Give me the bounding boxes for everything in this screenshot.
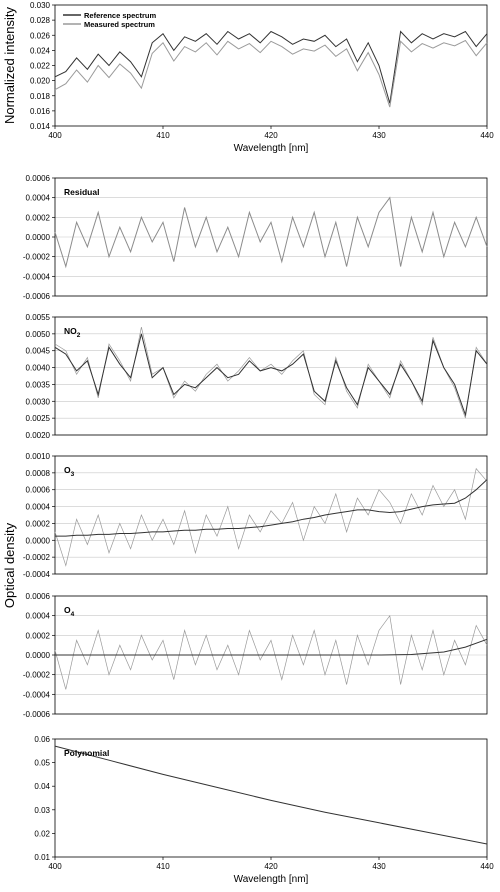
y-tick-label: 0.016 <box>30 107 51 116</box>
legend-entry: Measured spectrum <box>84 20 155 29</box>
y-tick-label: 0.014 <box>30 122 51 131</box>
panel-intensity: 0.014 0.016 0.018 0.020 0.022 0.024 0.026 0.028… <box>2 1 494 154</box>
y-tick-label: 0.0035 <box>26 380 51 389</box>
series-line-intensity-0 <box>54 30 488 104</box>
y-tick-label: 0.0010 <box>26 452 51 461</box>
y-tick-label: -0.0006 <box>23 292 51 301</box>
y-tick-label: 0.026 <box>30 31 51 40</box>
x-axis-label: Wavelength [nm] <box>234 143 309 154</box>
x-tick-label: 400 <box>48 131 62 140</box>
y-tick-label: 0.0008 <box>26 469 51 478</box>
x-tick-label: 420 <box>264 131 278 140</box>
legend-entry: Reference spectrum <box>84 11 156 20</box>
y-tick-label: 0.0004 <box>26 194 51 203</box>
y-tick-label: 0.0030 <box>26 397 51 406</box>
panel-label: O4 <box>64 605 75 618</box>
y-tick-label: -0.0002 <box>23 553 51 562</box>
panel-residual: -0.0006 -0.0004 -0.0002 0.0000 0.0002 0.0004 0… <box>23 174 488 301</box>
panel-label: Residual <box>64 187 99 197</box>
y-tick-label: 0.06 <box>34 735 50 744</box>
panel-o3: -0.0004 -0.0002 0.0000 0.0002 0.0004 0.0006 0.… <box>23 452 488 579</box>
y-tick-label: 0.0055 <box>26 313 51 322</box>
series-line-intensity-1 <box>54 39 488 108</box>
x-tick-label: 410 <box>156 862 170 871</box>
y-tick-label: -0.0006 <box>23 710 51 719</box>
y-tick-label: 0.0002 <box>26 519 51 528</box>
y-tick-label: 0.0000 <box>26 536 51 545</box>
plot-frame <box>54 316 488 436</box>
series-line-o3-0 <box>54 467 488 567</box>
series-line-o4-0 <box>54 614 488 690</box>
x-tick-label: 400 <box>48 862 62 871</box>
panel-label: NO2 <box>64 326 81 339</box>
x-axis-label: Wavelength [nm] <box>234 874 309 885</box>
y-tick-label: 0.0006 <box>26 486 51 495</box>
y-tick-label: 0.0045 <box>26 347 51 356</box>
y-tick-label: 0.030 <box>30 1 51 10</box>
y-tick-label: 0.020 <box>30 77 51 86</box>
y-tick-label: 0.0004 <box>26 612 51 621</box>
y-tick-label: 0.024 <box>30 46 51 55</box>
y-tick-label: 0.01 <box>34 853 50 862</box>
y-tick-label: 0.0006 <box>26 592 51 601</box>
panel-o4: -0.0006 -0.0004 -0.0002 0.0000 0.0002 0.0004 0… <box>23 592 488 719</box>
x-tick-label: 410 <box>156 131 170 140</box>
panel-label: O3 <box>64 465 75 478</box>
y-tick-label: 0.022 <box>30 62 51 71</box>
y-tick-label: 0.0000 <box>26 233 51 242</box>
panel-label: Polynomial <box>64 748 109 758</box>
y-tick-label: -0.0004 <box>23 690 51 699</box>
shared-y-axis-label: Optical density <box>2 522 17 608</box>
panel-no2: 0.0020 0.0025 0.0030 0.0035 0.0040 0.0045 0.00… <box>26 313 488 440</box>
y-tick-label: 0.0002 <box>26 631 51 640</box>
x-tick-label: 440 <box>480 131 494 140</box>
y-tick-label: 0.0025 <box>26 414 51 423</box>
y-tick-label: -0.0002 <box>23 671 51 680</box>
series-line-o3-1 <box>55 479 488 537</box>
series-line-residual-0 <box>54 196 488 269</box>
y-tick-label: 0.018 <box>30 92 51 101</box>
y-tick-label: 0.02 <box>34 829 50 838</box>
y-tick-label: 0.0000 <box>26 651 51 660</box>
panel-polynomial: 0.01 0.02 0.03 0.04 0.05 0.06 400 410 420 430 440 W… <box>34 735 494 885</box>
y-tick-label: 0.0004 <box>26 503 51 512</box>
y-tick-label: -0.0002 <box>23 253 51 262</box>
x-tick-label: 430 <box>372 131 386 140</box>
y-tick-label: -0.0004 <box>23 570 51 579</box>
y-axis-label: Normalized intensity <box>2 6 17 124</box>
y-tick-label: 0.03 <box>34 806 50 815</box>
y-tick-label: 0.0002 <box>26 213 51 222</box>
y-tick-label: 0.0040 <box>26 364 51 373</box>
y-tick-label: 0.028 <box>30 16 51 25</box>
series-line-no2-0 <box>54 327 488 419</box>
y-tick-label: 0.0050 <box>26 330 51 339</box>
y-tick-label: 0.0020 <box>26 431 51 440</box>
series-line-polynomial-0 <box>54 745 488 845</box>
y-tick-label: 0.05 <box>34 759 50 768</box>
y-tick-label: 0.04 <box>34 782 50 791</box>
plot-frame <box>54 738 488 858</box>
series-line-no2-1 <box>54 333 488 417</box>
y-tick-label: -0.0004 <box>23 272 51 281</box>
series-line-o4-1 <box>55 638 488 656</box>
plot-frame <box>54 455 488 575</box>
x-tick-label: 430 <box>372 862 386 871</box>
x-tick-label: 420 <box>264 862 278 871</box>
x-tick-label: 440 <box>480 862 494 871</box>
y-tick-label: 0.0006 <box>26 174 51 183</box>
